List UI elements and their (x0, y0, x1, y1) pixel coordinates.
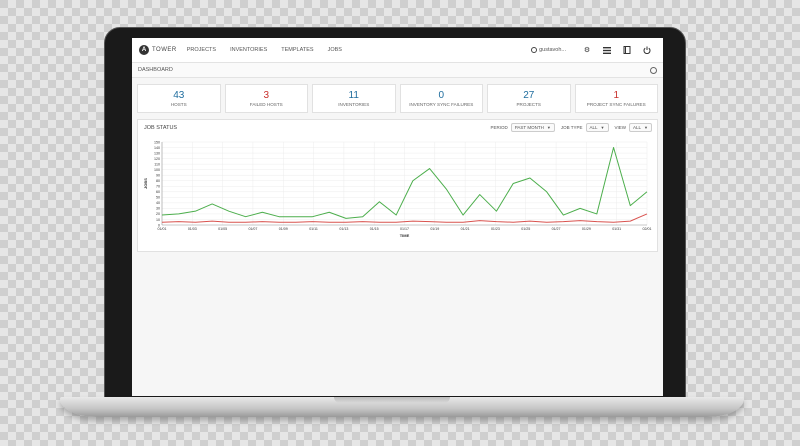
series-line-0 (161, 147, 648, 219)
count-value: 11 (348, 90, 359, 101)
breadcrumb-bar: DASHBOARD (132, 63, 663, 78)
count-value: 1 (613, 90, 620, 101)
top-nav: A TOWER PROJECTS INVENTORIES TEMPLATES J… (132, 38, 663, 63)
power-icon[interactable] (643, 46, 651, 54)
x-tick-label: 01/17 (400, 227, 409, 231)
count-failed-hosts[interactable]: 3 FAILED HOSTS (224, 84, 308, 113)
x-tick-label: 01/15 (370, 227, 379, 231)
view-value: ALL (633, 125, 642, 130)
x-tick-label: 01/29 (582, 227, 591, 231)
laptop-base (60, 397, 744, 417)
count-value: 27 (523, 90, 535, 101)
x-tick-label: 01/01 (158, 227, 167, 231)
count-projects[interactable]: 27 PROJECTS (487, 84, 571, 113)
nav-jobs[interactable]: JOBS (327, 47, 342, 53)
y-tick-label: 140 (154, 146, 160, 150)
count-label: PROJECTS (516, 102, 541, 107)
breadcrumb[interactable]: DASHBOARD (138, 67, 173, 73)
count-inventories[interactable]: 11 INVENTORIES (312, 84, 396, 113)
x-tick-label: 01/23 (491, 227, 500, 231)
count-label: INVENTORIES (338, 102, 370, 107)
count-value: 0 (438, 90, 445, 101)
count-value: 43 (173, 90, 185, 101)
y-tick-label: 80 (156, 179, 160, 183)
user-icon (531, 47, 538, 53)
nav-right: gustavoh... ⚙ (531, 46, 663, 54)
period-select[interactable]: PAST MONTH ▼ (510, 123, 555, 132)
y-axis-label: JOBS (143, 178, 148, 189)
x-tick-label: 01/11 (309, 227, 318, 231)
y-tick-label: 0 (158, 223, 160, 227)
x-tick-label: 01/13 (339, 227, 348, 231)
y-tick-label: 10 (156, 218, 160, 222)
user-name: gustavoh... (539, 47, 566, 53)
count-label: INVENTORY SYNC FAILURES (409, 102, 474, 107)
y-tick-label: 100 (154, 168, 160, 172)
laptop-notch (334, 397, 450, 403)
ansible-icon[interactable] (650, 66, 657, 74)
count-value: 3 (263, 90, 270, 101)
logo-icon[interactable]: A (139, 45, 149, 55)
x-tick-label: 01/31 (612, 227, 621, 231)
chevron-down-icon: ▼ (600, 125, 605, 130)
count-hosts[interactable]: 43 HOSTS (137, 84, 221, 113)
app-screen: A TOWER PROJECTS INVENTORIES TEMPLATES J… (132, 38, 663, 396)
nav-templates[interactable]: TEMPLATES (281, 47, 314, 53)
job-type-select[interactable]: ALL ▼ (585, 123, 609, 132)
y-tick-label: 50 (156, 196, 160, 200)
panel-title: JOB STATUS (144, 125, 178, 131)
chevron-down-icon: ▼ (644, 125, 648, 130)
count-label: HOSTS (170, 102, 187, 107)
y-tick-label: 40 (156, 201, 160, 205)
view-select[interactable]: ALL ▼ (629, 123, 652, 132)
chart-controls: PERIOD PAST MONTH ▼ JOB TYPE ALL ▼ VIEW … (490, 123, 652, 132)
y-tick-label: 20 (156, 212, 160, 216)
x-tick-label: 01/21 (461, 227, 470, 231)
x-tick-label: 01/03 (188, 227, 197, 231)
count-label: PROJECT SYNC FAILURES (586, 102, 646, 107)
job-type-label: JOB TYPE (560, 125, 583, 130)
user-menu[interactable]: gustavoh... (531, 47, 566, 53)
period-value: PAST MONTH (514, 125, 544, 130)
series-line-1 (161, 213, 648, 223)
y-tick-label: 110 (154, 162, 160, 166)
period-label: PERIOD (490, 125, 508, 130)
job-status-panel: JOB STATUS PERIOD PAST MONTH ▼ JOB TYPE … (137, 119, 658, 252)
x-tick-label: 01/05 (218, 227, 227, 231)
job-type-value: ALL (589, 125, 598, 130)
book-icon[interactable] (623, 46, 631, 54)
y-tick-label: 120 (154, 157, 160, 161)
nav-projects[interactable]: PROJECTS (186, 47, 217, 53)
x-tick-label: 01/09 (279, 227, 288, 231)
chevron-down-icon: ▼ (546, 125, 551, 130)
x-tick-label: 01/27 (552, 227, 561, 231)
y-tick-label: 60 (156, 190, 160, 194)
y-tick-label: 30 (156, 207, 160, 211)
x-tick-label: 01/07 (248, 227, 257, 231)
x-tick-label: 01/19 (430, 227, 439, 231)
y-tick-label: 150 (154, 140, 160, 144)
y-tick-label: 90 (156, 174, 160, 178)
y-tick-label: 130 (154, 151, 160, 155)
view-label: VIEW (614, 125, 627, 130)
y-tick-label: 70 (156, 185, 160, 189)
count-label: FAILED HOSTS (249, 102, 283, 107)
brand-name[interactable]: TOWER (152, 47, 177, 53)
x-tick-label: 01/25 (521, 227, 530, 231)
x-axis-label: TIME (400, 233, 410, 238)
count-project-sync-failures[interactable]: 1 PROJECT SYNC FAILURES (574, 84, 658, 113)
list-icon[interactable] (603, 46, 611, 54)
count-cards: 43 HOSTS 3 FAILED HOSTS 11 INVENTORIES 0… (132, 78, 663, 113)
x-tick-label: 02/01 (643, 227, 652, 231)
gear-icon[interactable]: ⚙ (583, 47, 591, 54)
count-inventory-sync-failures[interactable]: 0 INVENTORY SYNC FAILURES (399, 84, 483, 113)
nav-inventories[interactable]: INVENTORIES (230, 47, 268, 53)
